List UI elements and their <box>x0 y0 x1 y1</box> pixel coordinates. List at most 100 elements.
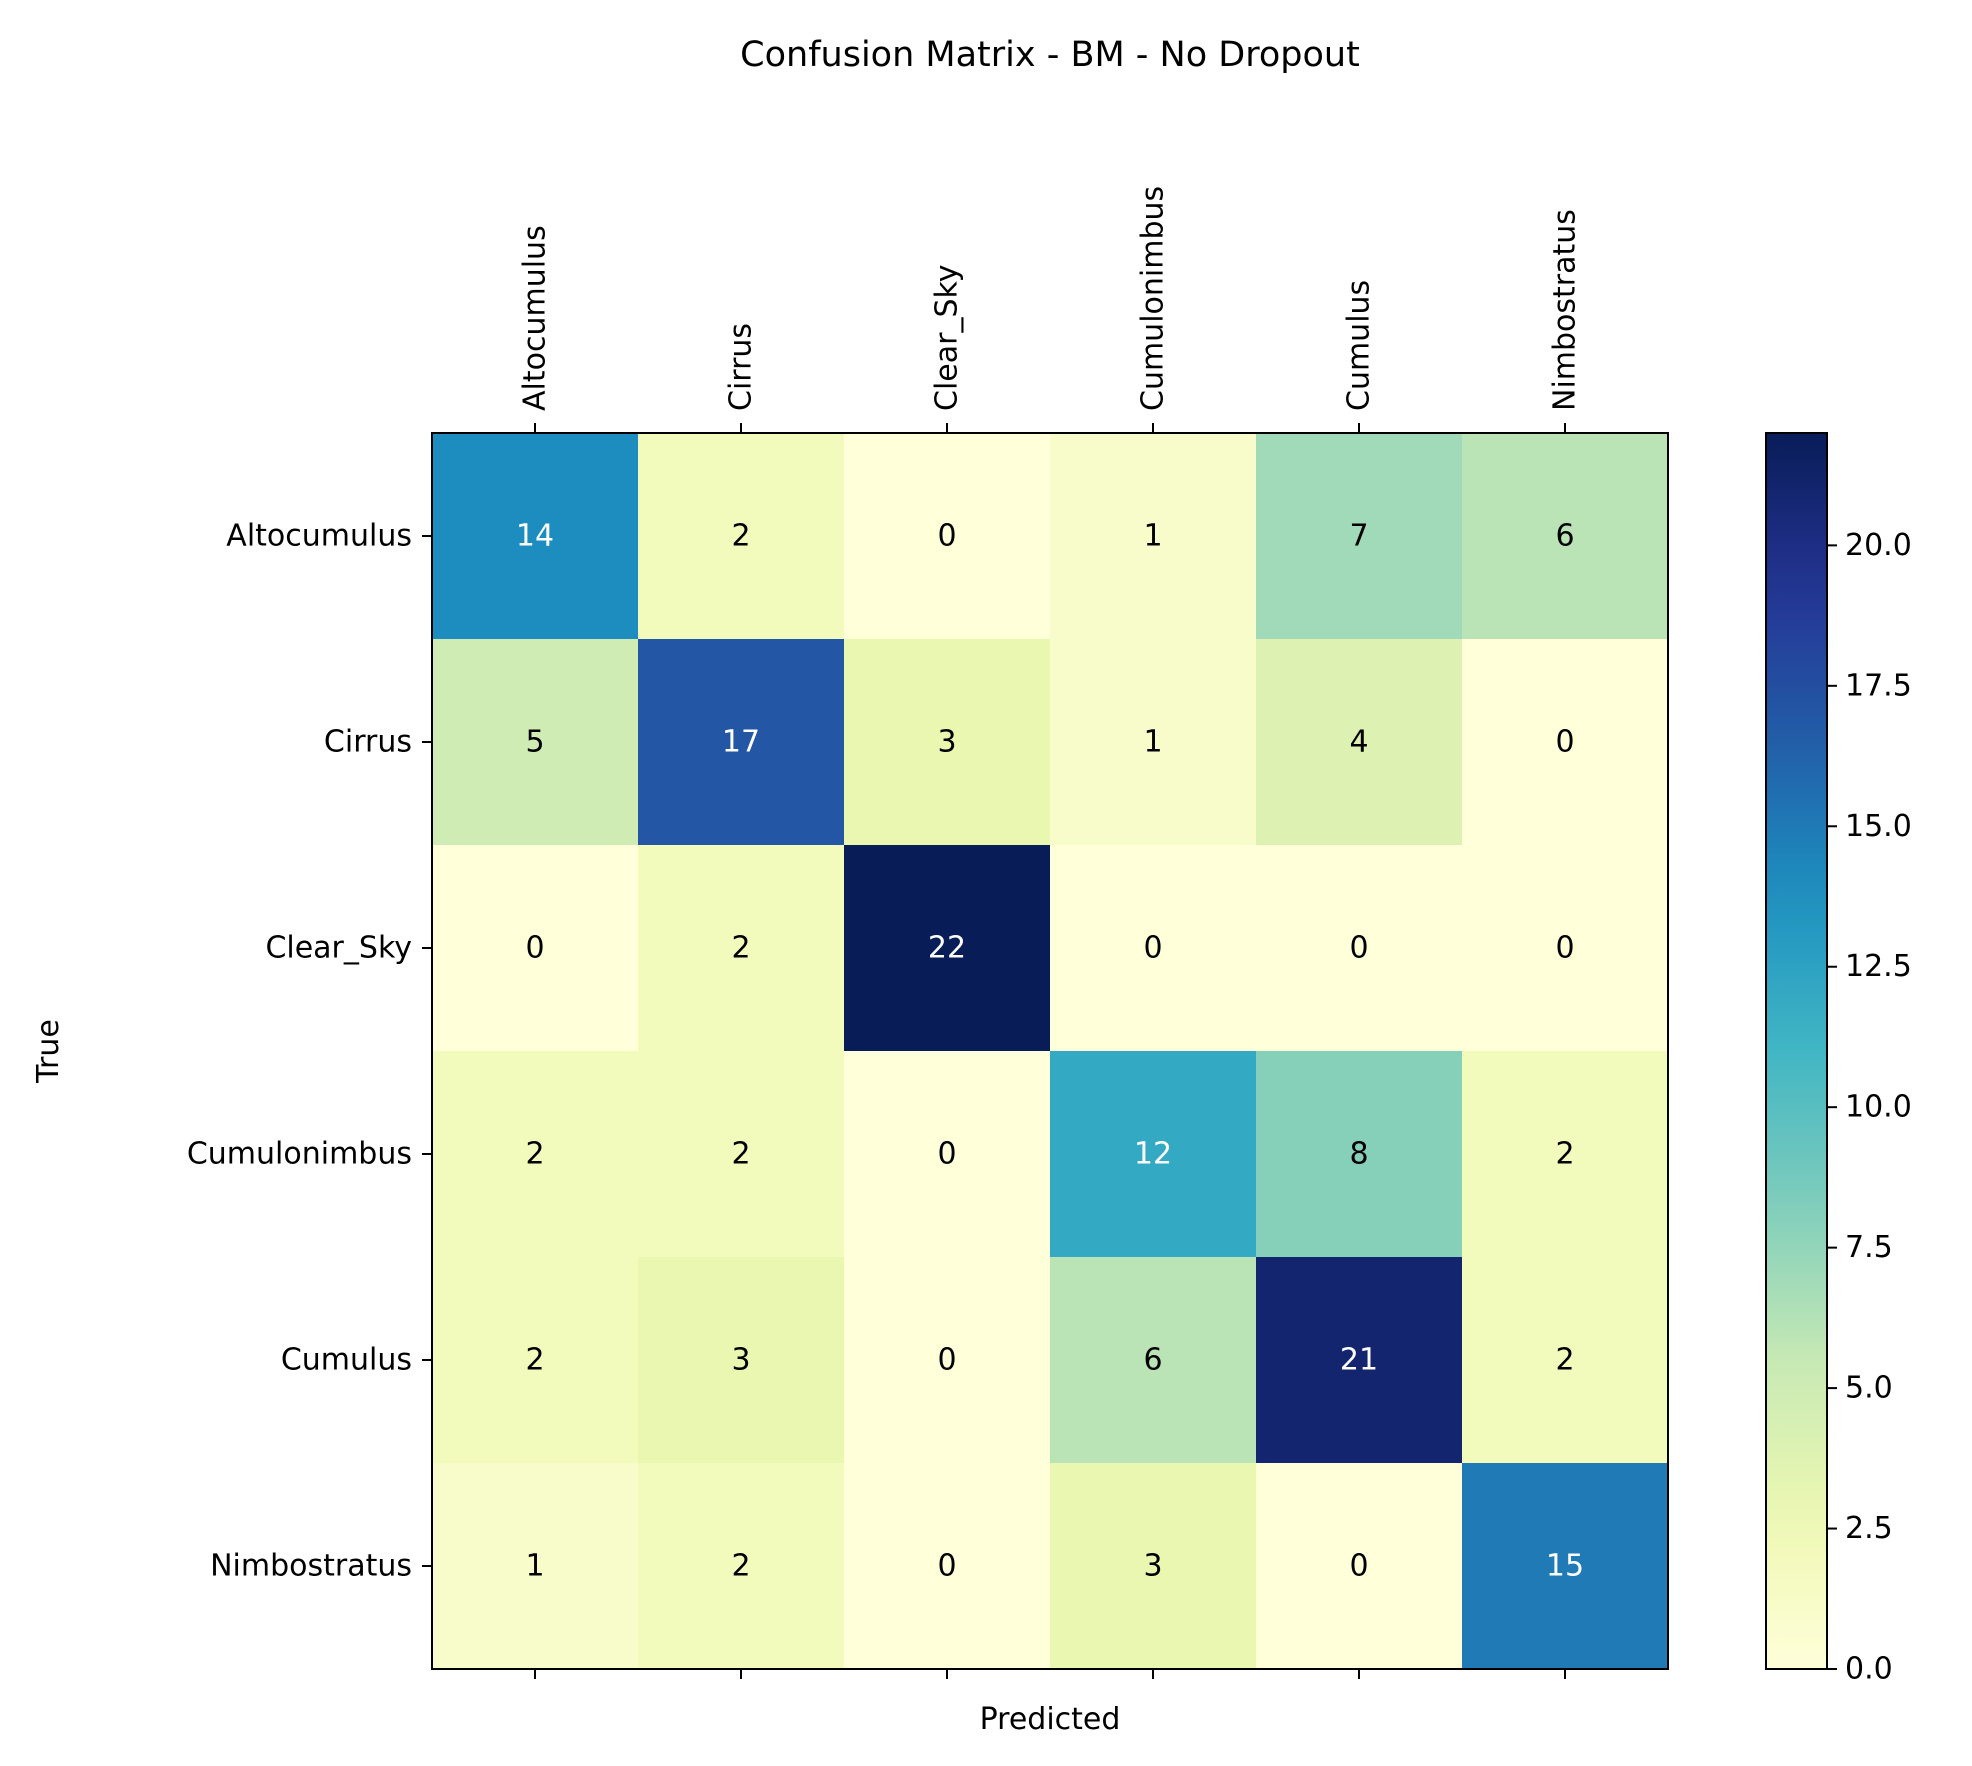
cell-value-label: 0 <box>1143 931 1162 966</box>
cell-value-label: 5 <box>525 725 544 760</box>
heatmap-cell <box>432 433 639 640</box>
heatmap-cell <box>432 1257 639 1464</box>
heatmap-cell <box>1462 1463 1669 1670</box>
heatmap-cell <box>638 1463 845 1670</box>
colorbar-ticks: 0.0 2.5 5.0 7.5 10.0 12.5 15.0 17.5 20.0 <box>1827 528 1912 1687</box>
heatmap-cell <box>432 845 639 1052</box>
heatmap-cell <box>844 845 1051 1052</box>
heatmap-cell <box>844 433 1051 640</box>
heatmap-cell <box>1050 1051 1257 1258</box>
heatmap-cell <box>432 639 639 846</box>
y-tick-label: Cirrus <box>324 725 412 760</box>
y-tick-label: Cumulonimbus <box>187 1137 412 1172</box>
heatmap-cell <box>1462 639 1669 846</box>
heatmap-cell <box>1462 433 1669 640</box>
chart-title: Confusion Matrix - BM - No Dropout <box>740 35 1360 75</box>
cell-value-label: 0 <box>525 931 544 966</box>
y-tick-label: Altocumulus <box>226 519 412 554</box>
heatmap-cell <box>1050 1257 1257 1464</box>
cell-value-label: 0 <box>937 1137 956 1172</box>
cell-value-label: 15 <box>1546 1549 1584 1584</box>
heatmap-cell <box>432 1463 639 1670</box>
heatmap-cell <box>1050 433 1257 640</box>
heatmap-cell <box>1050 845 1257 1052</box>
colorbar-gradient <box>1765 432 1828 1670</box>
colorbar-tick-label: 17.5 <box>1845 668 1912 703</box>
heatmap-cell-labels: 14 2 0 1 7 65 17 3 1 4 00 2 22 0 0 02 2 0 12 8 22 3 0 6 21 21 2 0 3 0… <box>516 519 1584 1584</box>
cell-value-label: 1 <box>1143 519 1162 554</box>
cell-value-label: 0 <box>1555 725 1574 760</box>
y-tick-label: Cumulus <box>281 1343 412 1378</box>
cell-value-label: 0 <box>1349 1549 1368 1584</box>
x-tick-label: Nimbostratus <box>1548 209 1583 411</box>
heatmap-cell <box>638 639 845 846</box>
cell-value-label: 2 <box>525 1137 544 1172</box>
cell-value-label: 0 <box>1555 931 1574 966</box>
colorbar-tick-label: 0.0 <box>1845 1652 1893 1687</box>
y-tick-label: Nimbostratus <box>210 1549 412 1584</box>
cell-value-label: 7 <box>1349 519 1368 554</box>
x-axis-ticks: Altocumulus Cirrus Clear_Sky Cumulonimbus Cu… <box>518 186 1583 1679</box>
colorbar-tick-label: 15.0 <box>1845 809 1912 844</box>
cell-value-label: 0 <box>1349 931 1368 966</box>
cell-value-label: 2 <box>731 931 750 966</box>
heatmap-cell <box>844 1051 1051 1258</box>
cell-value-label: 2 <box>525 1343 544 1378</box>
heatmap-cell <box>1462 1051 1669 1258</box>
cell-value-label: 3 <box>937 725 956 760</box>
cell-value-label: 6 <box>1143 1343 1162 1378</box>
heatmap-cell <box>1462 1257 1669 1464</box>
x-tick-label: Cumulus <box>1342 280 1377 411</box>
heatmap-cell <box>1256 1051 1463 1258</box>
heatmap-cell <box>1256 1257 1463 1464</box>
heatmap-cell <box>1256 433 1463 640</box>
colorbar-tick-label: 7.5 <box>1845 1230 1893 1265</box>
cell-value-label: 2 <box>731 1549 750 1584</box>
cell-value-label: 0 <box>937 1549 956 1584</box>
cell-value-label: 3 <box>1143 1549 1162 1584</box>
cell-value-label: 0 <box>937 1343 956 1378</box>
colorbar-tick-label: 20.0 <box>1845 528 1912 563</box>
colorbar-tick-label: 5.0 <box>1845 1371 1893 1406</box>
cell-value-label: 0 <box>937 519 956 554</box>
heatmap-cell <box>844 639 1051 846</box>
heatmap-cell <box>638 1257 845 1464</box>
x-axis-label: Predicted <box>980 1702 1121 1737</box>
heatmap-cell <box>1462 845 1669 1052</box>
cell-value-label: 22 <box>928 931 966 966</box>
colorbar-tick-label: 10.0 <box>1845 1090 1912 1125</box>
cell-value-label: 2 <box>1555 1343 1574 1378</box>
heatmap-cell <box>1050 1463 1257 1670</box>
heatmap-cell <box>844 1257 1051 1464</box>
cell-value-label: 8 <box>1349 1137 1368 1172</box>
colorbar-tick-label: 2.5 <box>1845 1511 1893 1546</box>
plot-frame <box>431 432 1669 1670</box>
x-tick-label: Cumulonimbus <box>1136 186 1171 411</box>
cell-value-label: 3 <box>731 1343 750 1378</box>
x-tick-label: Altocumulus <box>518 225 553 411</box>
cell-value-label: 21 <box>1340 1343 1378 1378</box>
heatmap-cell <box>638 1051 845 1258</box>
cell-value-label: 1 <box>1143 725 1162 760</box>
cell-value-label: 17 <box>722 725 760 760</box>
y-axis-label: True <box>31 1019 66 1084</box>
heatmap-cell <box>1256 845 1463 1052</box>
cell-value-label: 6 <box>1555 519 1574 554</box>
heatmap-cell <box>432 1051 639 1258</box>
x-tick-label: Clear_Sky <box>930 264 965 411</box>
cell-value-label: 14 <box>516 519 554 554</box>
y-axis-ticks: Altocumulus Cirrus Clear_Sky Cumulonimbus Cu… <box>187 519 432 1584</box>
cell-value-label: 2 <box>731 519 750 554</box>
cell-value-label: 1 <box>525 1549 544 1584</box>
heatmap-cell <box>844 1463 1051 1670</box>
heatmap-cell <box>638 845 845 1052</box>
heatmap-cell <box>1256 639 1463 846</box>
x-tick-label: Cirrus <box>724 323 759 411</box>
colorbar: 0.0 2.5 5.0 7.5 10.0 12.5 15.0 17.5 20.0 <box>1765 432 1912 1687</box>
heatmap-cell <box>638 433 845 640</box>
cell-value-label: 2 <box>1555 1137 1574 1172</box>
heatmap-cells <box>432 433 1669 1670</box>
cell-value-label: 2 <box>731 1137 750 1172</box>
cell-value-label: 4 <box>1349 725 1368 760</box>
